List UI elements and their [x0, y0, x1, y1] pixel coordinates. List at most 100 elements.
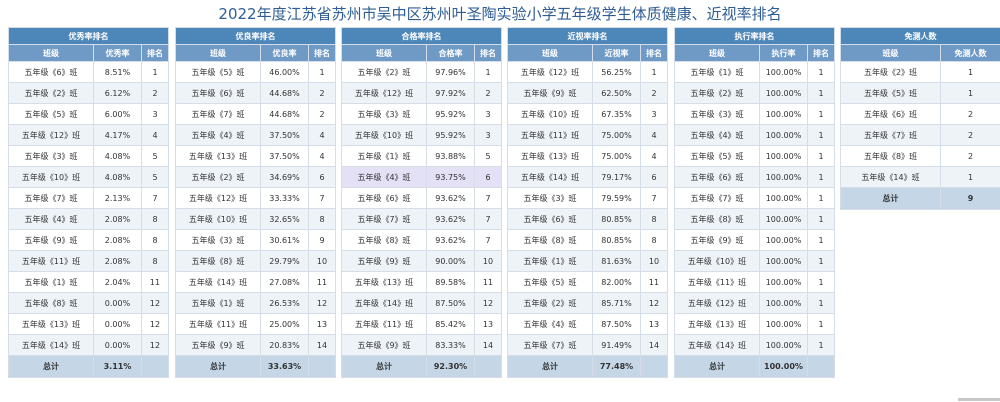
- table-row: 五年级《13》班 89.58% 11: [341, 271, 503, 293]
- total-value: 9: [940, 187, 1000, 210]
- table-row: 五年级《10》班 100.00% 1: [674, 250, 836, 272]
- table-cell: 4: [307, 124, 337, 146]
- table-row: 五年级《13》班 75.00% 4: [507, 145, 669, 167]
- table-cell: 100.00%: [759, 334, 808, 356]
- table-cell: 12: [140, 313, 170, 335]
- table-cell: 3: [473, 103, 503, 125]
- table-cell: 五年级《11》班: [175, 313, 261, 335]
- table-cell: 1: [307, 61, 337, 83]
- table-cell: 1: [806, 292, 836, 314]
- table-cell: 五年级《5》班: [840, 82, 941, 104]
- table-cell: 1: [806, 82, 836, 104]
- table-cell: 五年级《2》班: [175, 166, 261, 188]
- table-cell: 五年级《7》班: [674, 187, 760, 209]
- table-cell: 五年级《10》班: [175, 208, 261, 230]
- table-cell: 8: [639, 208, 669, 230]
- table-row: 五年级《8》班 100.00% 1: [674, 208, 836, 230]
- table-cell: 五年级《5》班: [8, 103, 94, 125]
- table-row: 五年级《11》班 75.00% 4: [507, 124, 669, 146]
- table-cell: 五年级《8》班: [175, 250, 261, 272]
- table-cell: 29.79%: [260, 250, 309, 272]
- column-header: 优良率: [260, 44, 309, 62]
- table-cell: 五年级《6》班: [8, 61, 94, 83]
- table-cell: 五年级《6》班: [507, 208, 593, 230]
- table-cell: 五年级《5》班: [175, 61, 261, 83]
- table-cell: 100.00%: [759, 292, 808, 314]
- table-cell: 1: [806, 313, 836, 335]
- table-cell: 6: [307, 166, 337, 188]
- table-row: 五年级《7》班 2: [840, 124, 1000, 146]
- total-row: 总计 33.63%: [175, 355, 337, 378]
- table-row: 五年级《8》班 2: [840, 145, 1000, 167]
- table-cell: 五年级《7》班: [8, 187, 94, 209]
- table-cell: 100.00%: [759, 250, 808, 272]
- table-cell: 1: [473, 61, 503, 83]
- table-cell: 五年级《7》班: [507, 334, 593, 356]
- table-cell: 93.88%: [426, 145, 475, 167]
- table-cell: 95.92%: [426, 124, 475, 146]
- table-cell: 6.00%: [93, 103, 142, 125]
- table-cell: 93.62%: [426, 229, 475, 251]
- table-row: 五年级《6》班 8.51% 1: [8, 61, 170, 83]
- table-cell: 1: [806, 334, 836, 356]
- table-row: 五年级《7》班 91.49% 14: [507, 334, 669, 356]
- table-row: 五年级《8》班 0.00% 12: [8, 292, 170, 314]
- table-row: 五年级《2》班 100.00% 1: [674, 82, 836, 104]
- table-cell: 2.08%: [93, 229, 142, 251]
- table-cell: 五年级《6》班: [341, 187, 427, 209]
- table-cell: 五年级《1》班: [341, 145, 427, 167]
- column-header: 排名: [806, 44, 836, 62]
- table-cell: 1: [806, 145, 836, 167]
- table-cell: 五年级《13》班: [341, 271, 427, 293]
- table-row: 五年级《6》班 93.62% 7: [341, 187, 503, 209]
- table-cell: 五年级《5》班: [507, 271, 593, 293]
- table-cell: 1: [140, 61, 170, 83]
- table-cell: 14: [473, 334, 503, 356]
- total-value: [806, 355, 836, 378]
- table-cell: 五年级《4》班: [175, 124, 261, 146]
- table-row: 五年级《9》班 100.00% 1: [674, 229, 836, 251]
- table-cell: 83.33%: [426, 334, 475, 356]
- table-row: 五年级《5》班 6.00% 3: [8, 103, 170, 125]
- total-value: 3.11%: [93, 355, 142, 378]
- table-cell: 五年级《2》班: [674, 82, 760, 104]
- table-cell: 6: [639, 166, 669, 188]
- total-row: 总计 3.11%: [8, 355, 170, 378]
- table-row: 五年级《7》班 2.13% 7: [8, 187, 170, 209]
- table-cell: 五年级《8》班: [674, 208, 760, 230]
- horizontal-scrollbar[interactable]: [958, 398, 1000, 401]
- table-cell: 85.42%: [426, 313, 475, 335]
- table-cell: 100.00%: [759, 124, 808, 146]
- column-header: 班级: [341, 44, 427, 62]
- table-cell: 7: [639, 187, 669, 209]
- table-cell: 2.08%: [93, 250, 142, 272]
- table-row: 五年级《8》班 29.79% 10: [175, 250, 337, 272]
- table-cell: 1: [806, 271, 836, 293]
- table-cell: 五年级《6》班: [175, 82, 261, 104]
- table-cell: 100.00%: [759, 103, 808, 125]
- table-cell: 1: [639, 61, 669, 83]
- table-row: 五年级《14》班 79.17% 6: [507, 166, 669, 188]
- table-cell: 五年级《14》班: [840, 166, 941, 188]
- table-row: 五年级《2》班 34.69% 6: [175, 166, 337, 188]
- table-row: 五年级《5》班 46.00% 1: [175, 61, 337, 83]
- table-row: 五年级《12》班 4.17% 4: [8, 124, 170, 146]
- table-row: 五年级《10》班 67.35% 3: [507, 103, 669, 125]
- table-cell: 11: [473, 271, 503, 293]
- total-value: [140, 355, 170, 378]
- table-cell: 100.00%: [759, 187, 808, 209]
- column-header: 优秀率: [93, 44, 142, 62]
- ranking-table: 免测人数 班级 免测人数 五年级《2》班 1 五年级《5》班 1 五年级《6》班 2 五年级《7》…: [840, 27, 1000, 210]
- table-cell: 44.68%: [260, 103, 309, 125]
- table-cell: 12: [307, 292, 337, 314]
- table-cell: 5: [473, 145, 503, 167]
- table-cell: 0.00%: [93, 334, 142, 356]
- table-cell: 五年级《4》班: [507, 313, 593, 335]
- table-cell: 五年级《9》班: [8, 229, 94, 251]
- table-cell: 95.92%: [426, 103, 475, 125]
- table-cell: 37.50%: [260, 124, 309, 146]
- table-cell: 100.00%: [759, 313, 808, 335]
- table-row: 五年级《6》班 44.68% 2: [175, 82, 337, 104]
- table-cell: 五年级《7》班: [840, 124, 941, 146]
- table-cell: 4: [639, 145, 669, 167]
